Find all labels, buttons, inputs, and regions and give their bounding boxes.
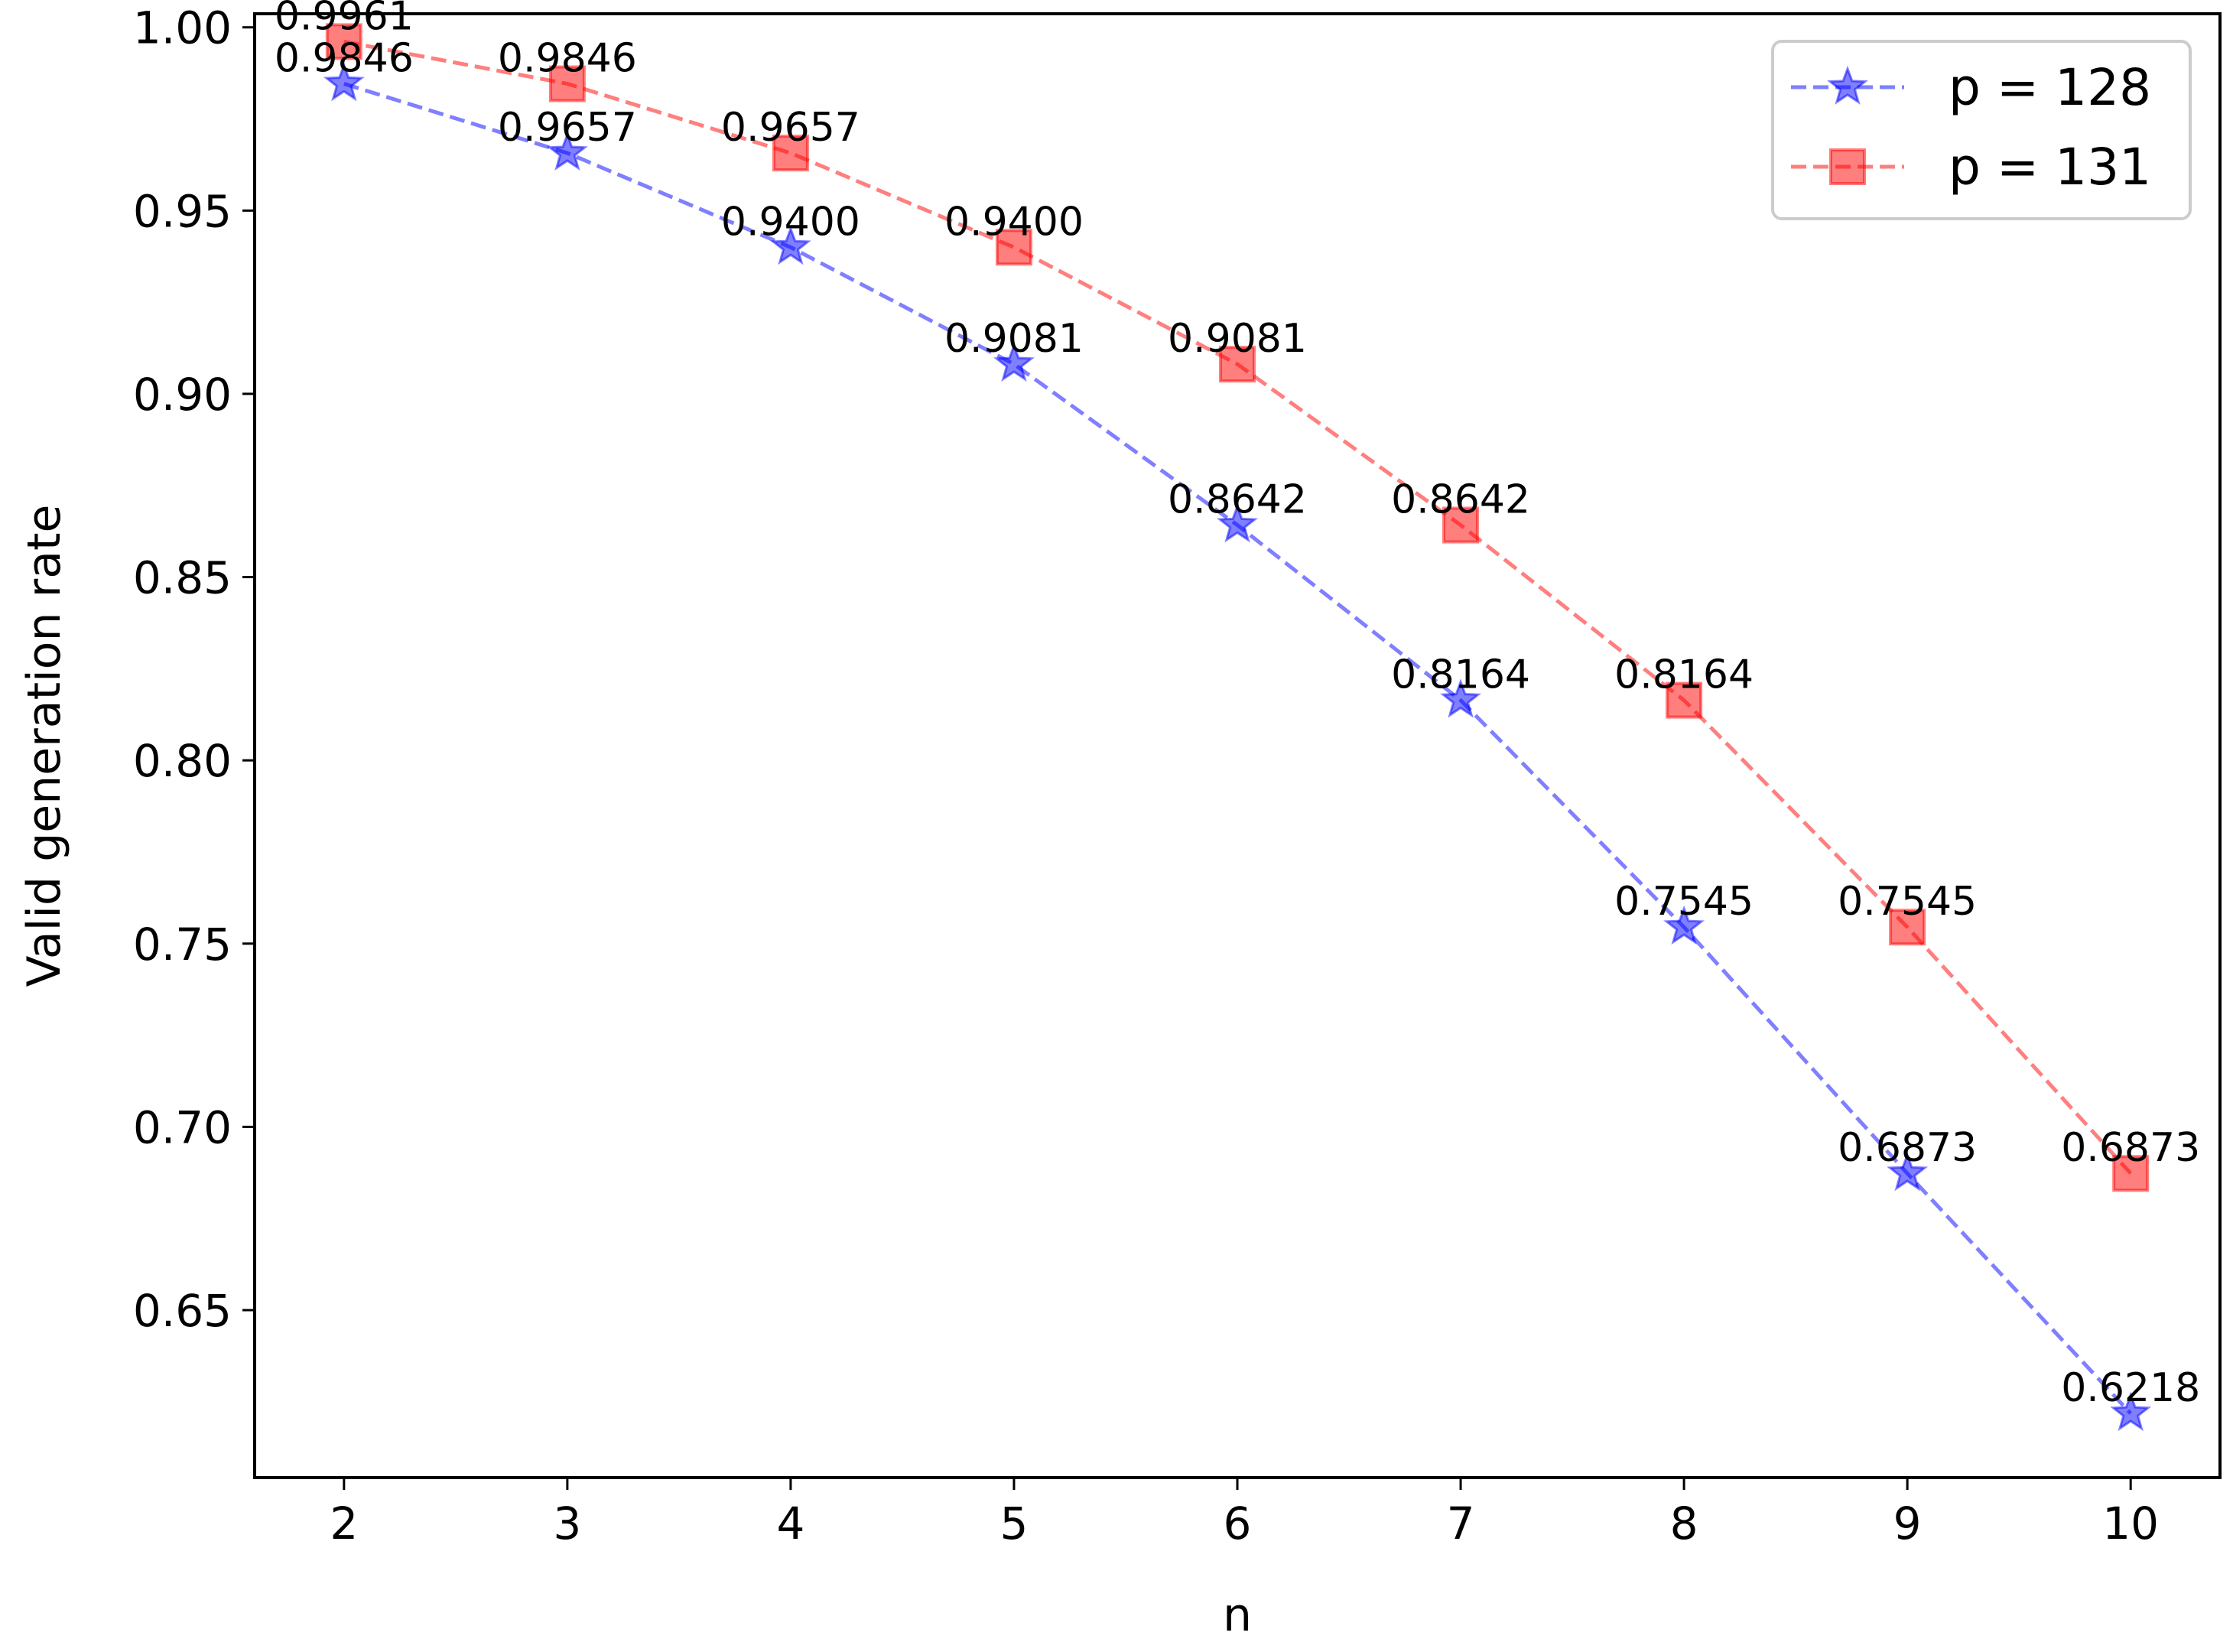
x-tick-label-7: 7	[1447, 1498, 1475, 1550]
data-point	[323, 62, 365, 102]
y-tick-label-0.95: 0.95	[133, 185, 232, 237]
data-label: 0.9081	[944, 316, 1084, 362]
x-tick-label-2: 2	[330, 1498, 358, 1550]
data-point	[325, 23, 362, 60]
data-point	[546, 131, 588, 171]
series-layer	[323, 23, 2152, 1432]
data-label: 0.8642	[1168, 477, 1307, 523]
x-tick-label-4: 4	[776, 1498, 804, 1550]
data-label: 0.6873	[2061, 1125, 2200, 1171]
data-label: 0.9400	[944, 199, 1084, 245]
data-point	[1887, 1151, 1929, 1192]
data-point	[769, 225, 811, 265]
legend-item-2: p = 131	[1791, 138, 2151, 197]
x-axis: 2 3 4 5 6 7 8 9 10	[330, 1478, 2159, 1550]
data-point	[1666, 681, 1703, 719]
data-label: 0.8164	[1391, 652, 1530, 698]
data-point	[1219, 346, 1256, 383]
x-axis-label: n	[1223, 1589, 1252, 1642]
y-tick-label-0.70: 0.70	[133, 1101, 232, 1153]
y-tick-label-0.80: 0.80	[133, 735, 232, 787]
data-label: 0.8164	[1614, 652, 1754, 698]
data-label: 0.8642	[1391, 477, 1530, 523]
y-axis-label: Valid generation rate	[18, 505, 71, 987]
legend-marker	[1829, 148, 1866, 185]
data-point	[548, 65, 586, 102]
legend-label: p = 131	[1949, 138, 2151, 197]
y-tick-label-0.75: 0.75	[133, 919, 232, 971]
data-label: 0.9081	[1168, 316, 1307, 362]
data-label: 0.9961	[275, 0, 414, 39]
legend-item-1: p = 128	[1791, 58, 2151, 117]
legend-box	[1771, 40, 2192, 220]
data-point	[1217, 503, 1258, 543]
y-tick-label-0.65: 0.65	[133, 1285, 232, 1337]
data-label: 0.9657	[498, 105, 637, 151]
x-tick-label-6: 6	[1224, 1498, 1252, 1550]
data-label: 0.6873	[1838, 1125, 1977, 1171]
data-point	[2110, 1391, 2152, 1432]
data-point	[772, 135, 809, 172]
data-label: 0.6218	[2061, 1365, 2200, 1411]
y-axis: 0.65 0.70 0.75 0.80 0.85 0.90 0.95 1.00	[133, 2, 255, 1337]
data-label: 0.7545	[1614, 879, 1754, 925]
x-tick-label-5: 5	[1000, 1498, 1029, 1550]
y-tick-label-1.00: 1.00	[133, 2, 232, 54]
data-label-layer: 0.9846 0.9657 0.9400 0.9081 0.8642 0.8164 0.75…	[275, 0, 2200, 1411]
data-point	[995, 229, 1032, 266]
x-tick-label-10: 10	[2102, 1498, 2159, 1550]
data-point	[1440, 678, 1482, 718]
legend-label: p = 128	[1949, 58, 2151, 117]
data-label: 0.9400	[721, 199, 860, 245]
x-tick-label-8: 8	[1670, 1498, 1698, 1550]
x-tick-label-9: 9	[1893, 1498, 1922, 1550]
data-point	[1889, 909, 1926, 946]
legend-marker	[1827, 65, 1868, 105]
data-point	[993, 342, 1035, 382]
y-tick-label-0.90: 0.90	[133, 369, 232, 421]
data-label: 0.7545	[1838, 879, 1977, 925]
y-tick-label-0.85: 0.85	[133, 552, 232, 604]
data-point	[1663, 905, 1705, 945]
series-1	[323, 62, 2152, 1432]
data-point	[1442, 506, 1480, 544]
data-label: 0.9657	[721, 105, 860, 151]
data-label: 0.9846	[275, 36, 414, 82]
legend: p = 128 p = 131	[1771, 40, 2192, 220]
data-point	[2112, 1155, 2150, 1192]
data-label: 0.9846	[498, 36, 637, 82]
x-tick-label-3: 3	[553, 1498, 581, 1550]
series-2	[325, 23, 2150, 1192]
